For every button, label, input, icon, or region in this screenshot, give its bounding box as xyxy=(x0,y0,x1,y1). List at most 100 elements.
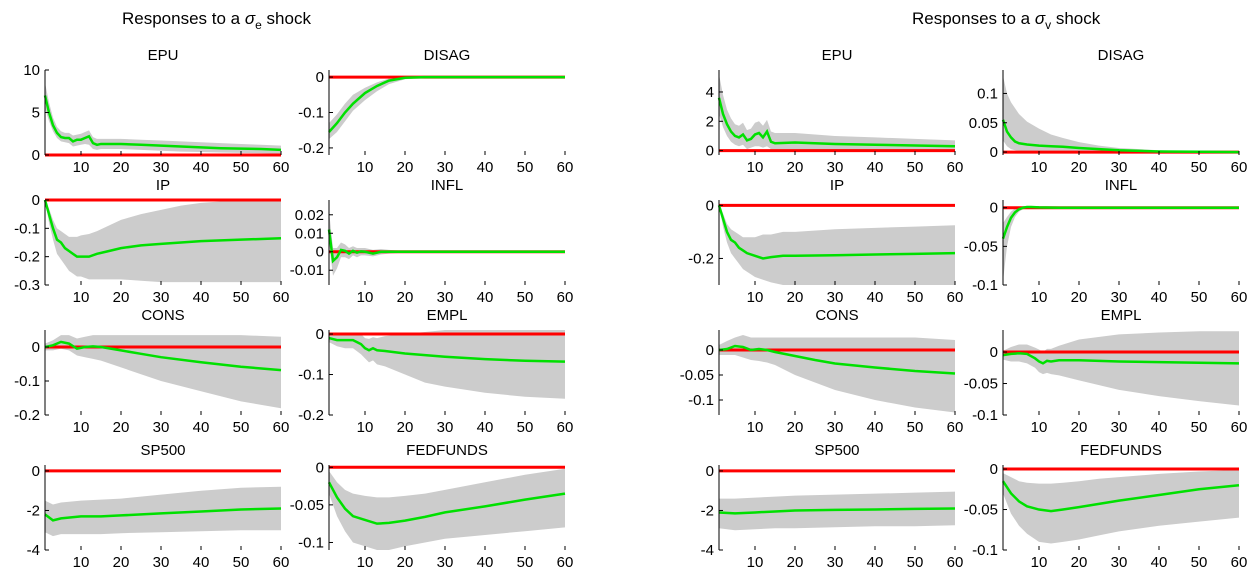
panel-left-epu: 0 5 10 10 20 30 40 50 60 EPU xyxy=(23,47,289,176)
impulse-response-line xyxy=(717,97,956,148)
x-tick-label: 10 xyxy=(357,159,374,176)
x-tick-label: 30 xyxy=(437,159,454,176)
x-tick-label: 30 xyxy=(1111,159,1128,176)
y-tick-label: -0.1 xyxy=(298,367,324,384)
x-tick-label: 10 xyxy=(1031,159,1048,176)
panel-right-fedfunds: 0 -0.05 -0.1 10 20 30 40 50 60 FEDFUNDS xyxy=(964,442,1248,571)
x-tick-label: 10 xyxy=(357,419,374,436)
y-tick-label: 0 xyxy=(32,463,40,480)
x-tick-label: 10 xyxy=(1031,419,1048,436)
impulse-response-line xyxy=(43,199,282,258)
x-tick-label: 40 xyxy=(867,159,884,176)
panel-title: EPU xyxy=(822,47,853,64)
x-tick-label: 30 xyxy=(1111,554,1128,571)
confidence-band xyxy=(45,486,281,537)
x-tick-label: 40 xyxy=(193,289,210,306)
panel-left-sp500: 0 -2 -4 10 20 30 40 50 60 SP500 xyxy=(27,442,290,571)
y-tick-label: 0 xyxy=(316,244,324,261)
panel-title: IP xyxy=(156,177,170,194)
x-tick-label: 30 xyxy=(1111,289,1128,306)
confidence-band xyxy=(45,335,281,409)
y-tick-label: 0 xyxy=(706,342,714,359)
x-tick-label: 60 xyxy=(557,159,574,176)
x-tick-label: 30 xyxy=(827,159,844,176)
x-tick-label: 60 xyxy=(273,419,290,436)
x-tick-label: 20 xyxy=(397,289,414,306)
x-tick-label: 50 xyxy=(233,419,250,436)
x-tick-label: 50 xyxy=(517,554,534,571)
panel-title: DISAG xyxy=(1098,47,1145,64)
x-tick-label: 30 xyxy=(437,554,454,571)
impulse-response-line xyxy=(44,507,282,522)
panel-left-disag: 0 -0.1 -0.2 10 20 30 40 50 60 DISAG xyxy=(298,47,573,176)
y-tick-label: 0 xyxy=(706,463,714,480)
x-tick-label: 60 xyxy=(947,554,964,571)
x-tick-label: 60 xyxy=(273,159,290,176)
y-tick-label: 0 xyxy=(316,326,324,343)
x-tick-label: 40 xyxy=(1151,419,1168,436)
confidence-band xyxy=(45,82,281,154)
x-tick-label: 20 xyxy=(113,289,130,306)
y-tick-label: 0.02 xyxy=(295,207,324,224)
panel-right-infl: 0 -0.05 -0.1 10 20 30 40 50 60 INFL xyxy=(964,177,1248,306)
y-tick-label: -0.2 xyxy=(298,407,324,424)
impulse-response-line xyxy=(1001,480,1240,513)
confidence-band xyxy=(329,211,565,276)
y-tick-label: -0.2 xyxy=(298,140,324,157)
x-tick-label: 60 xyxy=(947,419,964,436)
x-tick-label: 10 xyxy=(1031,289,1048,306)
y-tick-label: -0.1 xyxy=(972,407,998,424)
x-tick-label: 20 xyxy=(787,159,804,176)
x-tick-label: 20 xyxy=(113,554,130,571)
x-tick-label: 50 xyxy=(233,289,250,306)
panel-title: EMPL xyxy=(1101,307,1142,324)
x-tick-label: 60 xyxy=(557,289,574,306)
x-tick-label: 10 xyxy=(357,554,374,571)
y-tick-label: -0.05 xyxy=(964,502,998,519)
x-tick-label: 30 xyxy=(153,419,170,436)
x-tick-label: 60 xyxy=(1231,419,1248,436)
y-tick-label: -0.05 xyxy=(290,497,324,514)
y-tick-label: 0 xyxy=(706,197,714,214)
x-tick-label: 60 xyxy=(1231,554,1248,571)
confidence-band xyxy=(1003,75,1239,153)
x-tick-label: 10 xyxy=(1031,554,1048,571)
impulse-response-line xyxy=(717,204,956,260)
x-tick-label: 50 xyxy=(1191,554,1208,571)
confidence-band xyxy=(329,76,565,140)
x-tick-label: 50 xyxy=(233,159,250,176)
x-tick-label: 30 xyxy=(153,554,170,571)
panel-right-ip: 0 -0.2 10 20 30 40 50 60 IP xyxy=(688,177,963,306)
panel-title: IP xyxy=(830,177,844,194)
y-tick-label: 0.05 xyxy=(969,115,998,132)
x-tick-label: 40 xyxy=(477,159,494,176)
impulse-response-line xyxy=(718,507,956,515)
x-tick-label: 30 xyxy=(153,159,170,176)
y-tick-label: 0 xyxy=(316,459,324,476)
confidence-band xyxy=(1003,469,1239,544)
x-tick-label: 50 xyxy=(1191,419,1208,436)
x-tick-label: 20 xyxy=(787,289,804,306)
panel-right-empl: 0 -0.05 -0.1 10 20 30 40 50 60 EMPL xyxy=(964,307,1248,436)
x-tick-label: 60 xyxy=(273,554,290,571)
panel-title: EPU xyxy=(148,47,179,64)
y-tick-label: 0.1 xyxy=(977,85,998,102)
x-tick-label: 60 xyxy=(1231,289,1248,306)
x-tick-label: 50 xyxy=(907,419,924,436)
y-tick-label: 0 xyxy=(32,147,40,164)
x-tick-label: 50 xyxy=(907,159,924,176)
y-tick-label: -0.01 xyxy=(290,262,324,279)
x-tick-label: 20 xyxy=(1071,159,1088,176)
panel-right-epu: 0 2 4 10 20 30 40 50 60 EPU xyxy=(706,47,964,176)
x-tick-label: 20 xyxy=(397,554,414,571)
panel-title: INFL xyxy=(431,177,464,194)
panel-left-cons: 0 -0.1 -0.2 10 20 30 40 50 60 CONS xyxy=(14,307,289,436)
x-tick-label: 30 xyxy=(437,289,454,306)
right-title-sub: v xyxy=(1045,18,1051,32)
confidence-band xyxy=(719,205,955,285)
y-tick-label: 2 xyxy=(706,113,714,130)
y-tick-label: -2 xyxy=(27,502,40,519)
x-tick-label: 50 xyxy=(1191,289,1208,306)
y-tick-label: 0 xyxy=(990,344,998,361)
